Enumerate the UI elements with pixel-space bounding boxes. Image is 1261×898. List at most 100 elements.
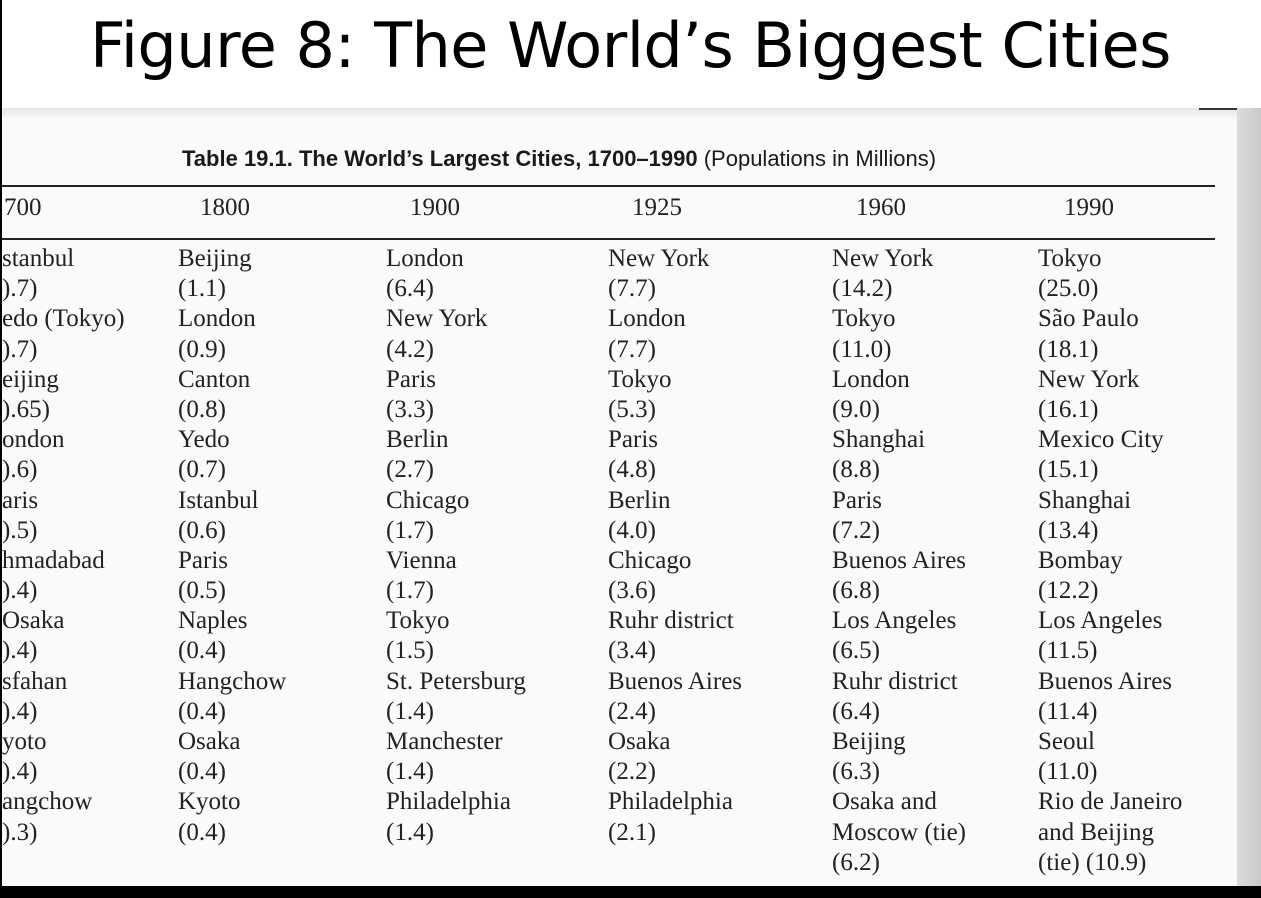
cell: Canton: [178, 365, 251, 393]
page-edge-strip: [1237, 108, 1261, 886]
cell: (0.4): [178, 697, 226, 725]
cell: (1.7): [386, 577, 434, 605]
cell: (2.4): [608, 697, 656, 725]
cell: Tokyo: [832, 305, 896, 333]
cell: Los Angeles: [832, 607, 957, 635]
cell: ).5): [2, 516, 38, 544]
cell: Kyoto: [178, 788, 241, 816]
cell: (6.4): [386, 275, 434, 303]
cell: (4.8): [608, 456, 656, 484]
cell: Buenos Aires: [608, 667, 743, 695]
cell: Chicago: [608, 546, 692, 574]
cell: aris: [2, 486, 39, 514]
table-caption-bold: Table 19.1. The World’s Largest Cities, …: [182, 146, 698, 171]
cell: ondon: [2, 426, 65, 454]
cell: Seoul: [1038, 728, 1095, 755]
cell: ).3): [2, 818, 38, 846]
year-header-1925: 1925: [632, 194, 682, 221]
cell: (3.4): [608, 637, 656, 665]
cell: ).7): [2, 275, 38, 303]
cell: (7.7): [608, 275, 656, 303]
column-1925: New York (7.7) London (7.7) Tokyo (5.3) Paris(…: [608, 244, 742, 848]
cell: Ruhr district: [608, 607, 734, 635]
cell: Paris: [178, 546, 228, 574]
cell: (16.1): [1038, 395, 1099, 423]
cell: (11.0): [1038, 758, 1098, 786]
cell: Beijing: [178, 245, 252, 272]
cell: Paris: [832, 486, 882, 514]
cell: São Paulo: [1038, 305, 1139, 333]
cell: (0.5): [178, 577, 226, 605]
cell: hmadabad: [2, 546, 105, 574]
cell: (6.8): [832, 577, 880, 605]
cell: Shanghai: [832, 426, 926, 454]
cell: ).4): [2, 637, 38, 665]
year-header-1800: 1800: [200, 194, 250, 221]
cell: Vienna: [386, 546, 457, 574]
cell: (1.4): [386, 758, 434, 786]
cell: (1.4): [386, 697, 434, 725]
cell: (0.7): [178, 456, 226, 484]
cell: Hangchow: [178, 667, 287, 695]
table-caption-rest: (Populations in Millions): [697, 146, 937, 171]
cell: Beijing: [832, 728, 906, 755]
cell: Berlin: [386, 426, 449, 454]
cell: (0.8): [178, 395, 226, 423]
column-1900: London (6.4) New York (4.2) Paris (3.3) Berlin…: [386, 244, 526, 848]
cell: Mexico City: [1038, 426, 1164, 454]
cell: Tokyo: [1038, 245, 1102, 272]
cell: (2.1): [608, 818, 656, 846]
cell: Philadelphia: [608, 788, 733, 816]
cell: Philadelphia: [386, 788, 511, 816]
year-header-1700: 700: [4, 194, 42, 221]
cell: New York: [832, 245, 934, 272]
cell: ).65): [2, 395, 50, 423]
cell: (0.6): [178, 516, 226, 544]
scanned-table-image: Table 19.1. The World’s Largest Cities, …: [2, 108, 1261, 886]
cell: (6.2): [832, 848, 880, 876]
cell: [832, 878, 966, 886]
cell: ).4): [2, 697, 38, 725]
scan-edge-line: [1199, 108, 1239, 110]
cell: ).4): [2, 577, 38, 605]
cell: (18.1): [1038, 335, 1099, 363]
cell: (1.1): [178, 275, 226, 303]
cell: (0.4): [178, 818, 226, 846]
cell: (6.3): [832, 758, 880, 786]
cell: Moscow (tie): [832, 818, 966, 846]
cell: London: [608, 305, 686, 333]
cell: Rio de Janeiro: [1038, 788, 1183, 816]
cell: London: [178, 305, 256, 333]
cell: Istanbul: [178, 486, 259, 514]
cell: (6.4): [832, 697, 880, 725]
cell: (7.7): [608, 335, 656, 363]
cell: (0.9): [178, 335, 226, 363]
cell: (2.2): [608, 758, 656, 786]
cell: ).7): [2, 335, 38, 363]
scan-shadow: [2, 108, 1261, 120]
cell: (14.2): [832, 275, 893, 303]
cell: (1.5): [386, 637, 434, 665]
cell: sfahan: [2, 667, 68, 695]
cell: (15.1): [1038, 456, 1099, 484]
slide-title: Figure 8: The World’s Biggest Cities: [90, 9, 1171, 82]
year-header-1960: 1960: [856, 194, 906, 221]
cell: (7.2): [832, 516, 880, 544]
cell: Paris: [608, 426, 658, 454]
cell: Paris: [386, 365, 436, 393]
cell: (9.0): [832, 395, 880, 423]
cell: Osaka: [178, 728, 241, 755]
cell: (25.0): [1038, 275, 1099, 303]
cell: (11.4): [1038, 697, 1098, 725]
cell: (tie) (10.9): [1038, 848, 1147, 876]
table-header-rule: [2, 238, 1215, 240]
cell: (3.3): [386, 395, 434, 423]
cell: (11.0): [832, 335, 892, 363]
cell: Berlin: [608, 486, 671, 514]
cell: Chicago: [386, 486, 470, 514]
column-1800: Beijing (1.1) London (0.9) Canton (0.8) Yedo (0…: [178, 244, 286, 848]
left-border: [0, 0, 2, 898]
cell: yoto: [2, 728, 47, 755]
cell: New York: [386, 305, 488, 333]
